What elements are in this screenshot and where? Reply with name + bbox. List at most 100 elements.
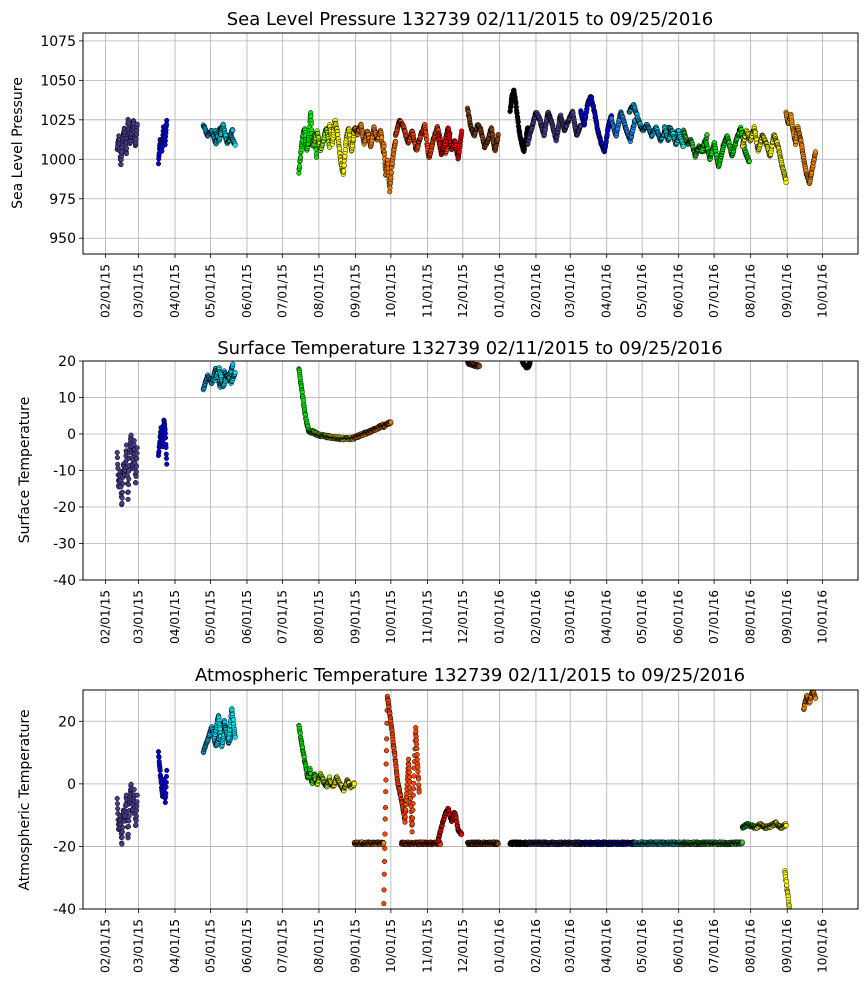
- y-tick-label: -30: [53, 537, 76, 553]
- data-point: [407, 770, 412, 775]
- x-tick-label: 02/01/16: [529, 264, 543, 318]
- data-point: [417, 790, 422, 795]
- x-tick-label: 07/01/15: [275, 590, 289, 644]
- y-tick-label: 0: [67, 427, 76, 443]
- data-point: [233, 370, 238, 375]
- data-point: [129, 433, 134, 438]
- data-point: [163, 800, 168, 805]
- data-point: [414, 729, 419, 734]
- data-point: [384, 748, 389, 753]
- data-point: [459, 832, 464, 837]
- data-point: [120, 842, 125, 847]
- x-tick-label: 11/01/15: [420, 264, 434, 318]
- data-point: [120, 501, 125, 506]
- data-point: [134, 808, 139, 813]
- y-tick-label: 950: [49, 231, 76, 247]
- data-point: [134, 474, 139, 479]
- data-point: [126, 819, 131, 824]
- data-point: [382, 841, 387, 846]
- data-point: [157, 449, 162, 454]
- data-point: [410, 816, 415, 821]
- data-point: [414, 742, 419, 747]
- data-point: [119, 162, 124, 167]
- x-tick-label: 06/01/15: [240, 264, 254, 318]
- x-tick-label: 06/01/16: [672, 590, 686, 644]
- data-point: [115, 796, 120, 801]
- x-tick-label: 02/01/16: [529, 590, 543, 644]
- data-point: [411, 808, 416, 813]
- data-point: [406, 757, 411, 762]
- x-tick-label: 12/01/15: [456, 590, 470, 644]
- data-point: [126, 482, 131, 487]
- data-point: [233, 735, 238, 740]
- data-point: [343, 147, 348, 152]
- y-axis-label: Sea Level Pressure: [10, 77, 26, 209]
- data-point: [382, 144, 387, 149]
- data-point: [705, 132, 710, 137]
- data-point: [126, 121, 131, 126]
- x-tick-label: 03/01/15: [131, 264, 145, 318]
- data-point: [335, 132, 340, 137]
- x-tick-label: 10/01/15: [384, 590, 398, 644]
- data-point: [135, 800, 140, 805]
- data-point: [411, 781, 416, 786]
- x-tick-label: 09/01/16: [780, 264, 794, 318]
- data-point: [124, 151, 129, 156]
- data-point: [164, 774, 169, 779]
- data-point: [126, 490, 131, 495]
- data-point: [415, 746, 420, 751]
- data-point: [747, 159, 752, 164]
- data-point: [424, 137, 429, 142]
- data-series: [796, 126, 818, 186]
- sea-level-pressure-chart: Sea Level Pressure 132739 02/11/2015 to …: [10, 9, 858, 318]
- data-point: [412, 774, 417, 779]
- data-point: [158, 768, 163, 773]
- data-point: [115, 801, 120, 806]
- x-tick-label: 07/01/16: [707, 590, 721, 644]
- data-series: [115, 782, 140, 846]
- data-point: [676, 128, 681, 133]
- data-point: [403, 820, 408, 825]
- data-series: [352, 122, 386, 155]
- x-tick-label: 09/01/15: [348, 264, 362, 318]
- x-tick-label: 09/01/16: [780, 590, 794, 644]
- chart-title: Surface Temperature 132739 02/11/2015 to…: [217, 338, 722, 359]
- x-tick-label: 10/01/16: [816, 264, 830, 318]
- x-tick-label: 02/01/15: [98, 590, 112, 644]
- data-series: [352, 422, 386, 441]
- data-point: [115, 806, 120, 811]
- x-tick-label: 05/01/16: [635, 264, 649, 318]
- data-point: [156, 161, 161, 166]
- data-point: [416, 783, 421, 788]
- data-point: [528, 359, 533, 364]
- data-series: [156, 749, 169, 804]
- x-tick-label: 03/01/16: [563, 264, 577, 318]
- y-axis-label: Surface Temperature: [17, 397, 33, 543]
- x-tick-label: 04/01/15: [168, 590, 182, 644]
- x-tick-label: 04/01/16: [600, 590, 614, 644]
- x-tick-label: 05/01/15: [203, 264, 217, 318]
- data-point: [384, 778, 389, 783]
- data-series: [578, 94, 613, 154]
- data-point: [393, 139, 398, 144]
- data-point: [383, 789, 388, 794]
- x-tick-label: 06/01/16: [672, 264, 686, 318]
- x-tick-label: 12/01/15: [456, 264, 470, 318]
- data-point: [309, 114, 314, 119]
- data-point: [341, 169, 346, 174]
- data-point: [164, 445, 169, 450]
- x-tick-label: 05/01/15: [203, 590, 217, 644]
- data-point: [156, 749, 161, 754]
- data-point: [126, 824, 131, 829]
- y-tick-label: -10: [53, 464, 76, 480]
- x-tick-label: 09/01/15: [348, 590, 362, 644]
- data-series: [115, 433, 140, 507]
- data-point: [120, 481, 125, 486]
- data-point: [134, 464, 139, 469]
- data-point: [163, 436, 168, 441]
- x-tick-label: 04/01/15: [168, 264, 182, 318]
- data-point: [384, 762, 389, 767]
- data-point: [132, 787, 137, 792]
- atmospheric-temperature-chart: Atmospheric Temperature 132739 02/11/201…: [17, 665, 858, 973]
